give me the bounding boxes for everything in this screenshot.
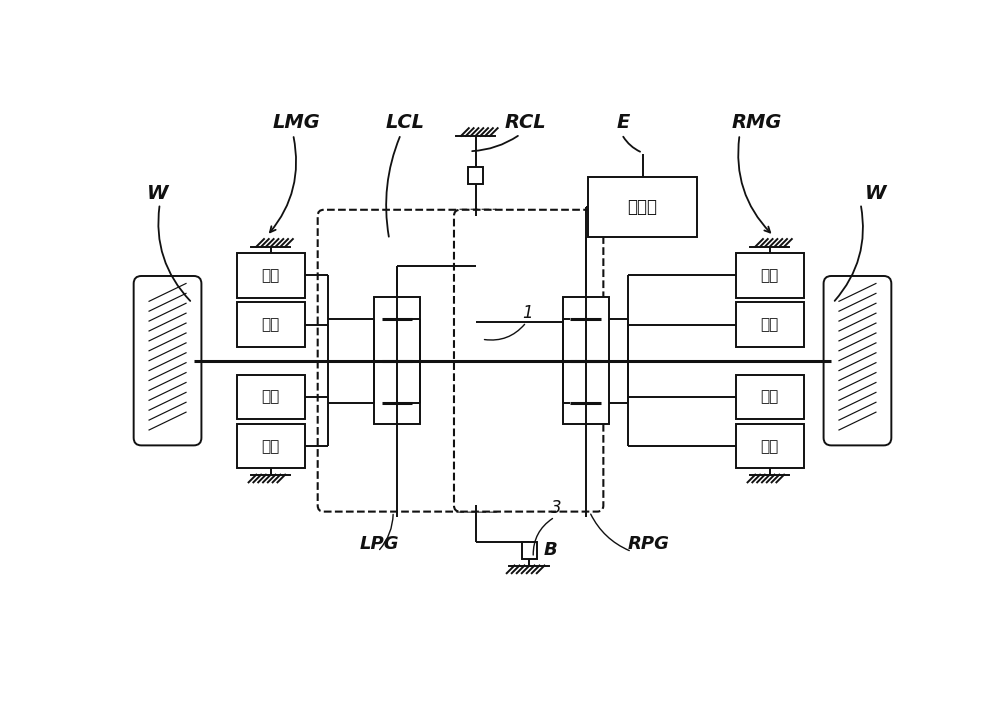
Text: W: W [865,184,887,203]
Text: 转子: 转子 [262,390,280,405]
Text: W: W [147,184,168,203]
FancyBboxPatch shape [824,276,891,445]
Bar [237,424,305,468]
Text: 定子: 定子 [262,267,280,282]
Bar [736,253,804,297]
Bar [563,297,609,424]
Bar [736,302,804,347]
Bar [736,375,804,419]
Text: 3: 3 [551,499,562,517]
Bar [237,253,305,297]
Bar [588,177,697,237]
Bar [736,424,804,468]
FancyBboxPatch shape [454,209,603,512]
Text: B: B [543,541,557,558]
Text: E: E [616,113,630,132]
Bar [237,375,305,419]
Text: 1: 1 [522,304,532,322]
Text: LCL: LCL [385,113,424,132]
Bar [522,543,537,559]
Text: RCL: RCL [505,113,546,132]
Text: LMG: LMG [272,113,320,132]
Text: 转子: 转子 [262,317,280,332]
Bar [468,167,483,184]
Text: 定子: 定子 [761,439,779,453]
Text: 定子: 定子 [262,439,280,453]
Text: 转子: 转子 [761,390,779,405]
Text: 定子: 定子 [761,267,779,282]
Text: LPG: LPG [360,535,400,553]
Bar [374,297,420,424]
FancyBboxPatch shape [134,276,201,445]
Text: 发动机: 发动机 [628,199,658,217]
FancyBboxPatch shape [318,209,501,512]
Text: 转子: 转子 [761,317,779,332]
Text: RPG: RPG [628,535,670,553]
Bar [237,302,305,347]
Text: RMG: RMG [732,113,782,132]
